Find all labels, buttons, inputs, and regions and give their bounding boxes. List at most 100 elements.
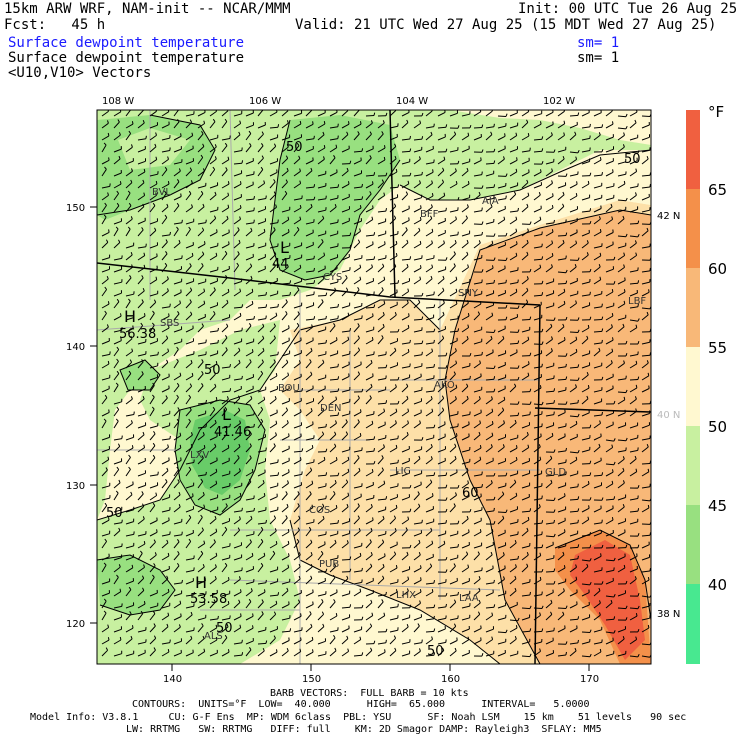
- wind-barb: [269, 293, 278, 297]
- wind-barb: [329, 459, 338, 465]
- wind-barb: [365, 280, 374, 285]
- wind-barb-flag: [131, 144, 133, 148]
- wind-barb: [137, 246, 146, 249]
- wind-barb: [365, 650, 373, 657]
- wind-barb-flag: [260, 418, 264, 422]
- wind-barb-flag: [370, 504, 373, 508]
- wind-barb-flag: [298, 563, 301, 568]
- wind-barb-flag: [385, 364, 388, 368]
- wind-barb-flag: [551, 204, 554, 209]
- wind-barb: [581, 242, 589, 249]
- wind-barb-flag: [323, 156, 325, 160]
- wind-barb: [449, 398, 457, 405]
- wind-barb: [257, 613, 264, 621]
- wind-barb-flag: [357, 131, 360, 135]
- wind-barb-flag: [431, 636, 433, 640]
- wind-barb: [293, 629, 302, 633]
- wind-barb-flag: [226, 623, 229, 627]
- wind-barb: [389, 650, 397, 657]
- wind-barb-flag: [407, 420, 409, 424]
- wind-barb: [593, 436, 602, 441]
- wind-barb-flag: [370, 383, 373, 387]
- wind-barb-flag: [553, 580, 556, 585]
- wind-barb-flag: [227, 288, 230, 293]
- wind-barb: [437, 136, 446, 141]
- wind-barb-flag: [601, 316, 604, 320]
- wind-barb: [401, 519, 409, 525]
- wind-barb: [125, 110, 132, 117]
- wind-barb: [305, 294, 314, 297]
- wind-barb-flag: [637, 485, 640, 489]
- wind-barb: [101, 231, 110, 237]
- wind-barb-flag: [467, 181, 470, 185]
- wind-barb: [197, 325, 204, 333]
- wind-barb-flag: [381, 287, 384, 291]
- wind-barb-flag: [322, 275, 325, 279]
- wind-barb: [377, 469, 384, 477]
- wind-barb-flag: [455, 433, 458, 437]
- wind-barb: [617, 303, 626, 309]
- wind-barb: [185, 508, 194, 513]
- wind-barb: [401, 351, 410, 357]
- wind-barb-flag: [529, 628, 532, 632]
- wind-barb-flag: [248, 478, 252, 482]
- wind-barb: [209, 578, 217, 585]
- wind-barb: [161, 351, 169, 357]
- wind-barb: [233, 123, 241, 129]
- wind-barb-flag: [103, 610, 107, 614]
- wind-barb-flag: [613, 593, 616, 598]
- wind-barb-flag: [104, 310, 107, 314]
- wind-barb: [425, 474, 435, 477]
- wind-barb-flag: [613, 281, 616, 285]
- wind-barb-flag: [251, 300, 254, 305]
- wind-barb: [245, 590, 253, 597]
- wind-barb-flag: [622, 467, 625, 471]
- wind-barb: [449, 505, 456, 513]
- wind-barb: [533, 138, 543, 141]
- wind-barb-flag: [191, 132, 194, 136]
- wind-barb: [497, 364, 506, 369]
- wind-barb: [629, 171, 637, 177]
- wind-barb: [413, 365, 422, 369]
- wind-barb-flag: [166, 203, 169, 207]
- wind-barb-flag: [468, 529, 470, 533]
- wind-barb-flag: [575, 300, 577, 304]
- wind-barb-flag: [105, 467, 108, 471]
- wind-barb-flag: [418, 455, 421, 459]
- wind-barb: [125, 300, 131, 309]
- wind-barb: [269, 388, 278, 393]
- wind-barb: [425, 566, 433, 573]
- plot-frame: [96, 109, 652, 665]
- wind-barb-flag: [373, 112, 376, 116]
- wind-barb: [473, 509, 482, 513]
- wind-barb: [473, 398, 481, 405]
- wind-barb: [605, 291, 614, 297]
- wind-barb-flag: [589, 544, 592, 548]
- wind-barb-flag: [333, 599, 336, 603]
- wind-barb: [245, 256, 254, 261]
- wind-barb: [413, 625, 420, 633]
- wind-barb: [149, 520, 158, 525]
- wind-barb: [329, 366, 338, 369]
- wind-barb-flag: [204, 241, 206, 245]
- wind-barb-flag: [601, 339, 603, 343]
- wind-barb: [269, 509, 278, 513]
- wind-barb: [581, 507, 590, 513]
- wind-barb: [557, 581, 566, 585]
- wind-barb-flag: [503, 156, 505, 160]
- wind-barb-flag: [189, 119, 193, 123]
- wind-barb: [473, 136, 482, 141]
- wind-barb: [593, 532, 602, 537]
- wind-barb-flag: [636, 110, 638, 113]
- wind-barb-flag: [265, 640, 268, 644]
- wind-barb-flag: [128, 130, 132, 134]
- wind-barb-flag: [177, 119, 180, 123]
- wind-barb: [629, 607, 639, 610]
- wind-barb: [197, 229, 205, 237]
- wind-barb: [353, 421, 360, 429]
- wind-barb: [425, 582, 434, 585]
- wind-barb-flag: [613, 616, 616, 620]
- wind-barb-flag: [361, 652, 364, 656]
- wind-barb-flag: [263, 180, 266, 184]
- wind-barb: [113, 482, 121, 489]
